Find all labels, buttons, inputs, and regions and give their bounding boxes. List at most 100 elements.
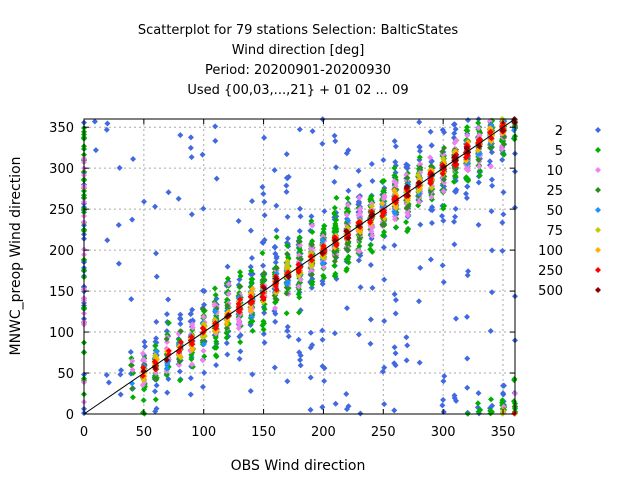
data-point-2 [381,401,388,408]
data-point-2 [297,352,304,359]
legend-label-100: 100 [538,244,563,259]
data-point-2 [486,158,493,165]
data-point-2 [297,213,304,220]
data-point-5 [475,119,482,126]
data-point-2 [319,336,326,343]
x-tick-label: 300 [431,425,456,440]
data-point-500 [405,192,412,199]
data-point-10 [355,247,362,254]
data-point-2 [213,175,220,182]
data-point-10 [368,228,375,235]
data-point-2 [381,318,388,325]
data-point-10 [129,366,136,373]
y-tick-label: 50 [57,367,74,382]
data-point-2 [115,222,122,229]
data-point-2 [237,348,244,355]
data-point-5 [465,176,472,183]
data-point-2 [272,310,279,317]
data-point-2 [464,117,471,124]
data-point-5 [152,396,159,403]
data-point-5 [511,375,518,382]
data-point-2 [237,332,244,339]
data-point-25 [128,362,135,369]
data-point-10 [200,347,207,354]
data-point-500 [404,183,411,190]
legend-label-10: 10 [546,164,563,179]
data-point-2 [391,138,398,145]
data-point-2 [247,263,254,270]
data-point-500 [345,235,352,242]
data-point-5 [477,406,484,413]
data-point-2 [427,256,434,263]
data-point-2 [332,138,339,145]
data-point-2 [297,357,304,364]
data-point-10 [464,166,471,173]
data-point-2 [247,227,254,234]
data-point-2 [416,359,423,366]
data-point-2 [272,318,279,325]
data-point-100 [247,290,254,297]
data-point-5 [283,310,290,317]
data-point-2 [343,390,350,397]
legend-label-2: 2 [555,124,563,139]
data-point-10 [188,361,195,368]
data-point-2 [392,350,399,357]
data-point-2 [404,342,411,349]
data-point-10 [272,305,279,312]
data-point-2 [261,198,268,205]
data-point-2 [357,284,364,291]
data-point-2 [417,264,424,271]
data-point-5 [296,309,303,316]
data-point-2 [117,391,124,398]
data-point-2 [319,327,326,334]
data-point-5 [237,273,244,280]
data-point-2 [187,391,194,398]
y-tick-label: 150 [49,285,74,300]
data-point-10 [369,232,376,239]
legend-marker-500 [595,287,601,293]
data-point-10 [357,210,364,217]
data-point-2 [283,151,290,158]
data-point-2 [416,143,423,150]
data-point-2 [295,336,302,343]
data-point-10 [189,324,196,331]
legend-marker-50 [595,207,601,213]
data-point-5 [273,234,280,241]
data-point-25 [283,284,290,291]
data-point-75 [284,264,291,271]
data-point-2 [332,400,339,407]
data-point-250 [260,289,267,296]
data-point-25 [439,148,446,155]
data-point-5 [212,292,219,299]
data-point-250 [259,294,266,301]
data-point-5 [248,280,255,287]
data-point-50 [319,260,326,267]
data-point-10 [200,313,207,320]
data-point-2 [296,126,303,133]
scatter-points [81,116,518,417]
data-point-2 [331,330,338,337]
data-point-2 [403,334,410,341]
data-point-2 [199,383,206,390]
data-point-2 [235,218,242,225]
data-point-2 [391,242,398,249]
data-point-2 [153,273,160,280]
data-point-2 [223,340,230,347]
data-point-2 [344,305,351,312]
data-point-2 [284,175,291,182]
data-point-2 [464,183,471,190]
chart-title: Scatterplot for 79 stations Selection: B… [138,23,458,98]
y-tick-label: 250 [49,203,74,218]
data-point-5 [464,124,471,131]
data-point-2 [343,406,350,413]
legend-marker-10 [595,167,601,173]
data-point-2 [177,320,184,327]
legend-marker-100 [595,247,601,253]
data-point-2 [201,301,208,308]
data-point-2 [213,362,220,369]
data-point-5 [380,187,387,194]
data-point-50 [248,314,255,321]
data-point-250 [235,300,242,307]
data-point-100 [379,200,386,207]
